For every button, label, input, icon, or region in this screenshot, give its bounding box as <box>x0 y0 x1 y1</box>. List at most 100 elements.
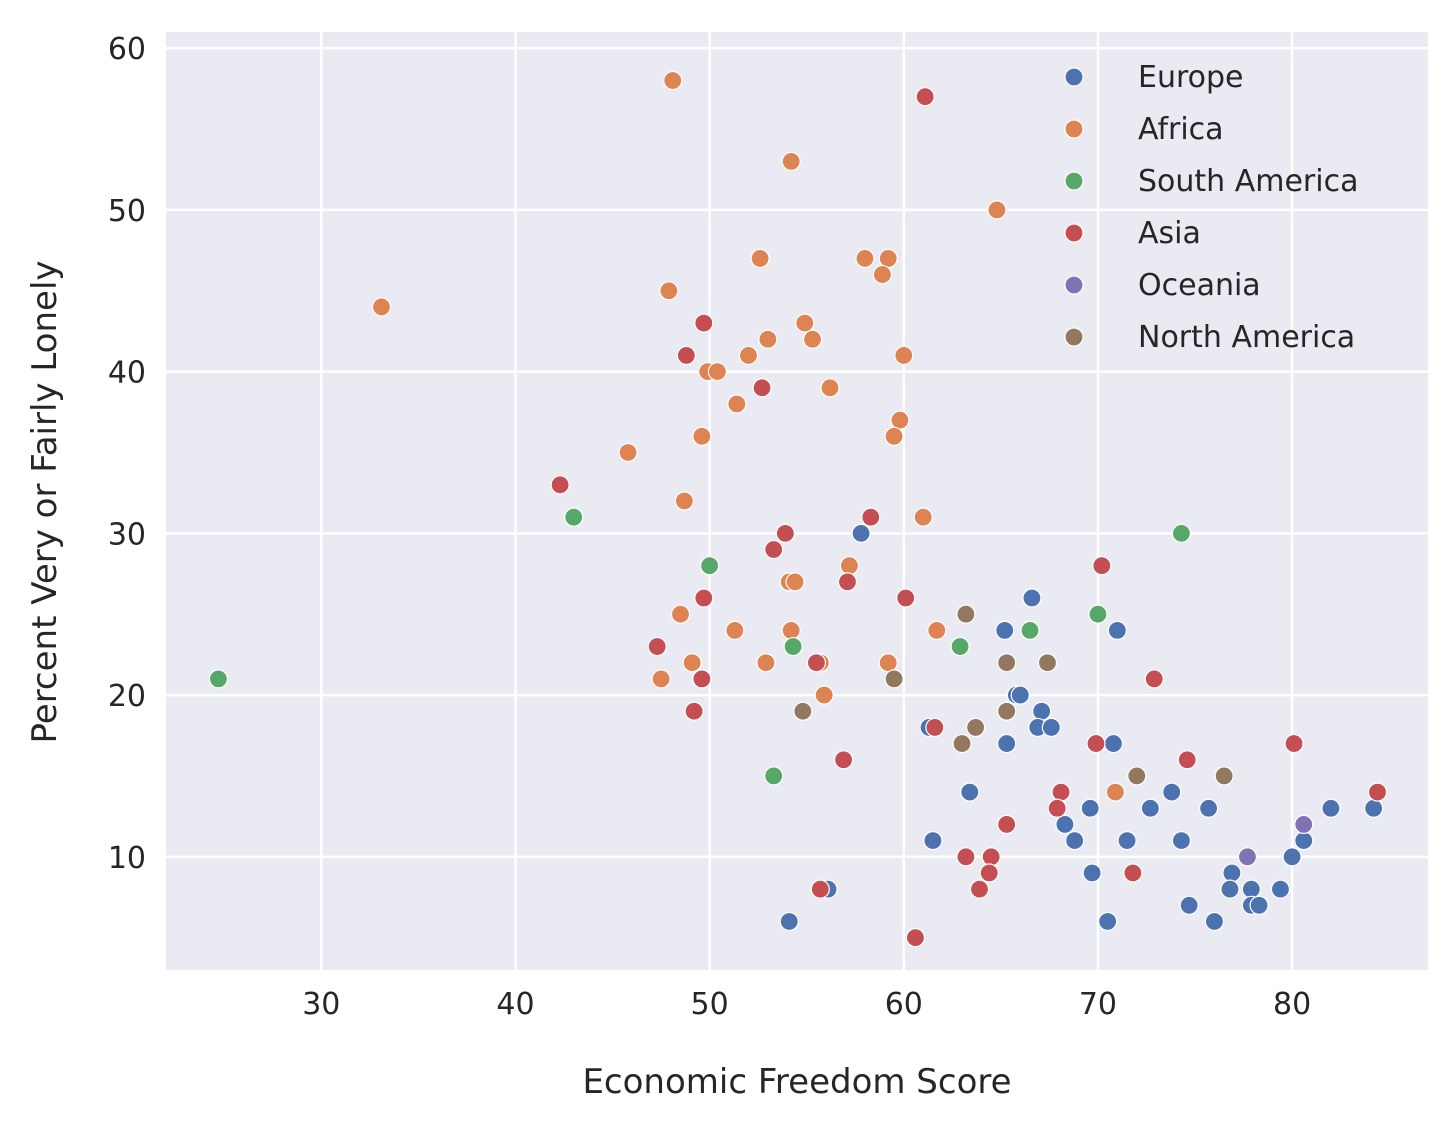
data-point <box>1367 782 1388 802</box>
data-point <box>1171 523 1192 543</box>
data-point <box>707 362 727 382</box>
data-point <box>756 653 776 673</box>
legend-marker <box>1064 171 1084 191</box>
data-point <box>1282 847 1302 867</box>
data-point <box>956 847 976 867</box>
data-point <box>764 539 784 560</box>
data-point <box>956 604 976 624</box>
data-point <box>727 394 747 414</box>
data-point <box>1098 911 1118 932</box>
data-point <box>878 248 898 269</box>
data-point <box>785 572 805 592</box>
legend-label: Oceania <box>1138 268 1261 303</box>
data-point <box>966 717 986 738</box>
data-point <box>894 345 914 366</box>
data-point <box>925 717 945 738</box>
data-point <box>884 426 904 446</box>
data-point <box>674 491 694 511</box>
data-point <box>960 782 980 802</box>
data-point <box>814 685 834 705</box>
grid-lines <box>166 32 1428 970</box>
y-tick-label: 10 <box>108 841 146 876</box>
data-point <box>952 733 972 754</box>
y-tick-label: 60 <box>108 32 146 67</box>
data-point <box>1179 895 1199 915</box>
data-point <box>997 814 1017 835</box>
data-point <box>878 653 898 673</box>
data-point <box>208 669 229 689</box>
data-point <box>550 475 570 495</box>
x-tick-labels: 30 40 50 60 70 80 <box>302 987 1311 1022</box>
data-point <box>913 507 933 527</box>
legend-marker <box>1064 275 1084 295</box>
data-point <box>781 620 801 640</box>
data-point <box>738 345 759 366</box>
data-point <box>997 701 1017 721</box>
data-point <box>670 604 691 624</box>
data-point <box>692 426 712 446</box>
legend-marker <box>1064 327 1084 347</box>
data-point <box>833 750 854 770</box>
data-point <box>884 669 904 689</box>
data-point <box>694 313 714 333</box>
data-point <box>1199 798 1219 818</box>
data-point <box>1222 863 1242 883</box>
data-point <box>684 701 704 721</box>
data-point <box>1010 685 1030 705</box>
x-tick-label: 40 <box>496 987 534 1022</box>
data-point <box>651 669 671 689</box>
data-point <box>781 151 801 171</box>
y-axis-label: Percent Very or Fairly Lonely <box>25 260 65 743</box>
legend-label: North America <box>1138 320 1355 355</box>
x-axis-label: Economic Freedom Score <box>582 1062 1011 1102</box>
data-point <box>1103 733 1124 754</box>
data-point <box>1249 895 1269 915</box>
legend-marker <box>1064 67 1084 87</box>
legend-marker <box>1064 119 1084 139</box>
data-point <box>1117 831 1137 851</box>
x-tick-label: 50 <box>691 987 729 1022</box>
data-point <box>659 281 679 301</box>
data-point <box>1364 798 1384 818</box>
data-point <box>682 653 702 673</box>
data-point <box>783 636 803 657</box>
data-point <box>1214 766 1234 786</box>
legend-label: Africa <box>1138 112 1224 147</box>
data-point <box>810 879 830 899</box>
data-point <box>1032 701 1052 721</box>
data-point <box>890 410 910 430</box>
data-point <box>979 863 999 883</box>
y-tick-label: 40 <box>108 356 146 391</box>
data-point <box>1088 604 1108 624</box>
data-point <box>855 248 875 269</box>
data-point <box>1105 782 1126 802</box>
data-point <box>997 733 1017 754</box>
data-point <box>1037 653 1058 673</box>
legend-label: South America <box>1138 164 1358 199</box>
data-point <box>676 345 696 366</box>
data-point <box>1284 733 1304 754</box>
data-point <box>1047 798 1067 818</box>
data-point <box>1092 556 1112 576</box>
y-tick-labels: 10 20 30 40 50 60 <box>108 32 146 876</box>
data-point <box>995 620 1015 640</box>
data-points <box>208 70 1388 948</box>
data-point <box>1140 798 1160 818</box>
data-point <box>950 636 970 657</box>
data-point <box>647 636 667 657</box>
data-point <box>837 572 858 592</box>
data-point <box>1270 879 1291 899</box>
data-point <box>1220 879 1240 899</box>
data-point <box>1082 863 1102 883</box>
data-point <box>1144 669 1164 689</box>
data-point <box>923 831 943 851</box>
data-point <box>915 87 935 107</box>
data-point <box>896 588 916 608</box>
data-point <box>1294 831 1314 851</box>
plot-area <box>166 32 1428 970</box>
data-point <box>1020 620 1040 640</box>
data-point <box>795 313 815 333</box>
data-point <box>1080 798 1100 818</box>
data-point <box>775 523 795 543</box>
